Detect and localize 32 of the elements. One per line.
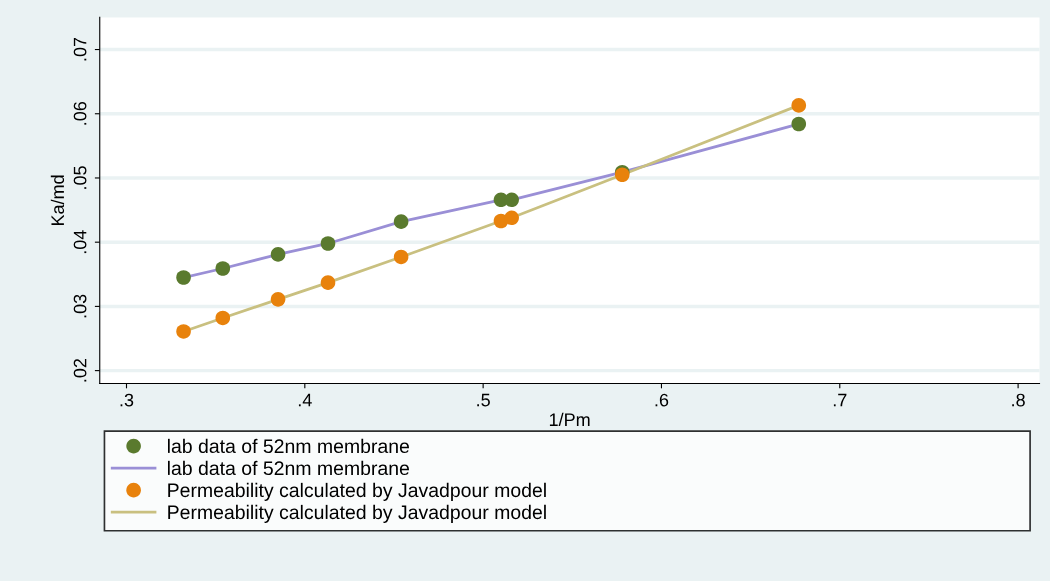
- y-tick-label: .07: [73, 37, 87, 61]
- x-tick-label: .5: [477, 393, 490, 407]
- y-tick-label: .04: [73, 230, 87, 254]
- x-tick-label: .8: [1012, 393, 1025, 407]
- legend-label: lab data of 52nm membrane: [167, 460, 409, 476]
- point: [393, 249, 409, 265]
- point: [320, 275, 336, 290]
- point: [215, 261, 231, 276]
- point: [215, 310, 231, 326]
- y-tick-label: .05: [73, 166, 87, 189]
- legend-label: lab data of 52nm membrane: [167, 438, 409, 454]
- point: [393, 214, 409, 229]
- x-tick-label: .6: [655, 393, 669, 407]
- y-tick-label: .03: [73, 294, 87, 318]
- point: [176, 324, 191, 339]
- point: [270, 247, 286, 262]
- point: [791, 98, 807, 113]
- point: [504, 192, 519, 208]
- point: [270, 292, 286, 307]
- x-tick-label: .3: [120, 393, 134, 407]
- point: [176, 270, 191, 285]
- point: [504, 210, 519, 226]
- legend-label: Permeability calculated by Javadpour model: [168, 482, 546, 501]
- legend-label: Permeability calculated by Javadpour model: [168, 504, 546, 523]
- y-tick-label: .06: [73, 102, 87, 125]
- x-tick-label: .7: [833, 393, 847, 407]
- y-axis-title: Ka/md: [50, 175, 65, 226]
- x-tick-label: .4: [298, 393, 312, 407]
- x-axis-title: 1/Pm: [549, 412, 590, 427]
- point: [320, 236, 336, 251]
- y-tick-label: .02: [73, 358, 87, 382]
- point: [791, 116, 807, 132]
